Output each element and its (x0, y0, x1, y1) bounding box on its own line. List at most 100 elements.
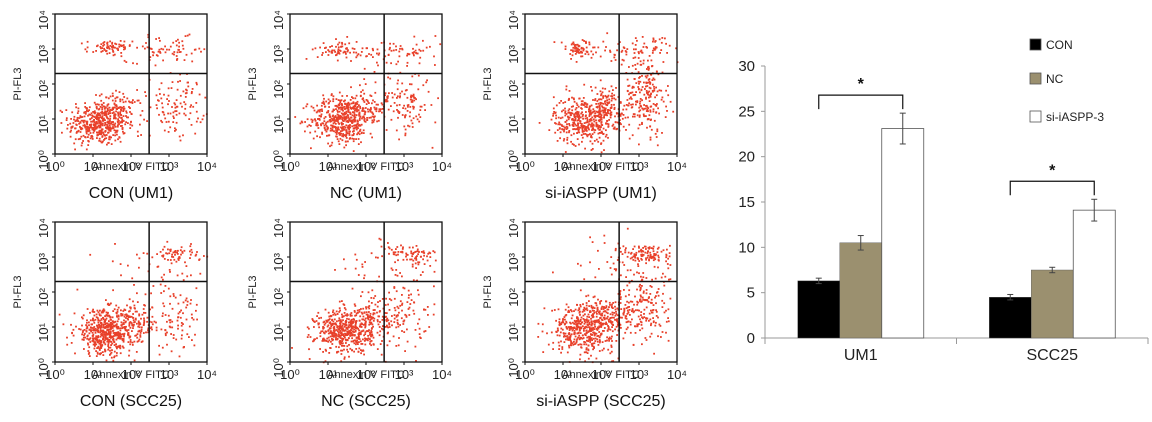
scatter-point (579, 318, 582, 321)
scatter-point (350, 116, 352, 119)
scatter-point (77, 110, 80, 113)
scatter-point (574, 128, 577, 131)
scatter-point (341, 108, 344, 111)
scatter-point (579, 343, 582, 346)
scatter-point (358, 133, 361, 136)
scatter-point (413, 301, 416, 304)
scatter-point (399, 45, 402, 47)
scatter-point (323, 338, 325, 341)
scatter-point (104, 348, 106, 351)
scatter-point (179, 73, 181, 76)
scatter-point (75, 103, 77, 105)
scatter-point (662, 100, 665, 103)
scatter-point (151, 51, 154, 53)
scatter-point (639, 109, 642, 112)
scatter-point (389, 77, 392, 80)
scatter-point (570, 58, 572, 60)
scatter-point (338, 103, 341, 106)
scatter-point (355, 138, 357, 140)
scatter-point (88, 113, 91, 116)
scatter-point (403, 125, 406, 128)
scatter-point (364, 107, 367, 109)
scatter-point (136, 301, 139, 303)
scatter-point (141, 313, 144, 316)
scatter-point (116, 325, 119, 328)
scatter-point (325, 125, 328, 127)
scatter-point (87, 342, 89, 345)
scatter-point (360, 343, 363, 345)
scatter-point (348, 321, 351, 324)
scatter-point (360, 352, 362, 355)
scatter-point (608, 90, 611, 93)
scatter-point (358, 341, 360, 343)
scatter-point (169, 112, 172, 115)
scatter-point (651, 302, 653, 304)
scatter-point (625, 104, 628, 106)
scatter-point (410, 94, 413, 97)
scatter-point (669, 100, 672, 103)
scatter-point (322, 122, 325, 125)
scatter-point (96, 351, 99, 354)
scatter-point (614, 328, 616, 331)
scatter-point (92, 333, 95, 336)
scatter-point (106, 107, 109, 110)
scatter-point (174, 106, 177, 109)
scatter-point (130, 121, 132, 123)
scatter-point (102, 330, 105, 333)
scatter-point (584, 147, 586, 150)
scatter-point (384, 326, 387, 328)
scatter-points (58, 240, 209, 362)
scatter-point (127, 329, 130, 331)
scatter-point (380, 245, 383, 248)
scatter-point (349, 120, 352, 123)
scatter-point (620, 327, 622, 329)
scatter-point (114, 139, 117, 142)
scatter-point (91, 327, 94, 329)
scatter-point (431, 146, 434, 149)
scatter-point (596, 106, 599, 109)
scatter-point (637, 86, 640, 88)
scatter-point (134, 310, 137, 313)
scatter-point (641, 253, 644, 256)
scatter-point (562, 139, 565, 142)
scatter-point (358, 338, 361, 341)
scatter-point (660, 276, 663, 279)
scatter-point (115, 354, 118, 357)
scatter-point (136, 62, 138, 65)
scatter-point (162, 48, 165, 51)
scatter-point (93, 347, 96, 350)
scatter-point (363, 110, 366, 113)
scatter-point (339, 130, 342, 133)
scatter-point (571, 143, 574, 145)
scatter-point (161, 255, 164, 257)
scatter-point (188, 325, 191, 328)
scatter-point (562, 318, 564, 321)
scatter-point (76, 112, 79, 114)
scatter-point (333, 331, 336, 334)
scatter-point (352, 320, 355, 323)
scatter-point (609, 304, 611, 306)
scatter-point (123, 334, 125, 336)
scatter-point (136, 310, 138, 313)
scatter-point (626, 48, 629, 50)
scatter-point (91, 135, 93, 138)
scatter-point (98, 339, 101, 342)
scatter-point (561, 328, 564, 331)
scatter-point (336, 138, 339, 140)
scatter-point (608, 306, 610, 308)
scatter-point (112, 50, 114, 52)
scatter-point (131, 40, 134, 43)
scatter-point (106, 143, 108, 146)
scatter-point (393, 287, 396, 289)
scatter-point (350, 334, 353, 337)
scatter-point (432, 250, 435, 252)
scatter-point (103, 49, 106, 51)
scatter-point (419, 56, 422, 59)
scatter-point (93, 311, 96, 313)
scatter-point (358, 333, 361, 336)
scatter-point (168, 100, 170, 102)
scatter-point (568, 130, 571, 132)
scatter-point (81, 324, 83, 327)
scatter-point (345, 56, 348, 59)
